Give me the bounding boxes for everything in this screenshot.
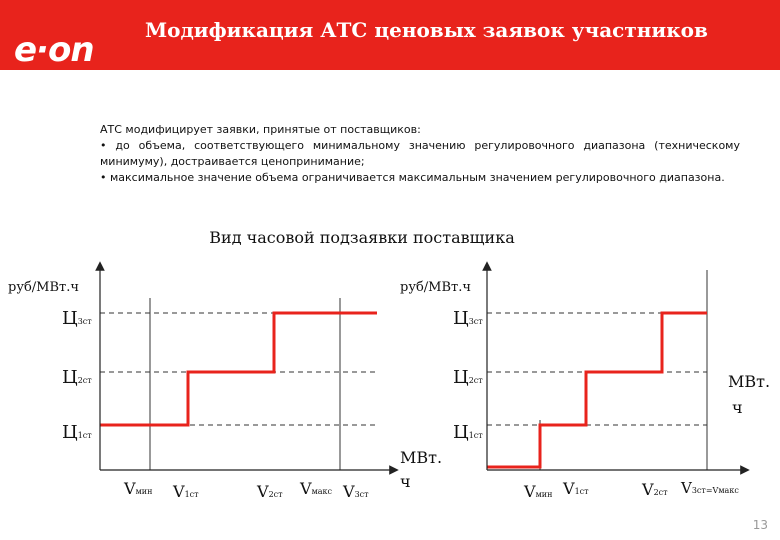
left-volume-vmax-sub: макс <box>312 487 333 496</box>
left-price-label-3: Ц3ст <box>62 308 92 329</box>
header-banner: e·on Модификация АТС ценовых заявок учас… <box>0 0 780 70</box>
left-step-line <box>100 311 377 427</box>
left-volume-v2-sub: 2ст <box>269 490 284 499</box>
left-volume-v3-sub: 3ст <box>355 490 370 499</box>
right-price-label-3-base: Ц <box>453 308 469 329</box>
description-bullet-2: • максимальное значение объема ограничив… <box>100 171 725 184</box>
right-volume-v3-sub: 3ст=Vмакс <box>692 486 739 495</box>
left-volume-label-vmax: Vмакс <box>299 479 333 498</box>
left-price-label-2: Ц2ст <box>62 367 92 388</box>
description-bullet-1: • до объема, соответствующего минимально… <box>100 139 740 168</box>
left-y-axis-label: руб/МВт.ч <box>8 280 79 295</box>
description-block: АТС модифицирует заявки, принятые от пос… <box>100 122 740 186</box>
left-price-label-1: Ц1ст <box>62 422 92 443</box>
right-price-label-3: Ц3ст <box>453 308 483 329</box>
left-price-label-2-sub: 2ст <box>78 376 93 385</box>
left-x-axis-label-1: МВт. <box>400 448 442 467</box>
left-volume-vmin-base: V <box>123 479 136 498</box>
right-volume-label-v2: V2ст <box>641 480 668 499</box>
left-price-label-1-base: Ц <box>62 422 78 443</box>
left-volume-vmax-base: V <box>299 479 312 498</box>
left-price-label-3-base: Ц <box>62 308 78 329</box>
left-volume-label-v1: V1ст <box>172 482 199 501</box>
left-volume-v3-base: V <box>342 482 355 501</box>
diagram-subtitle-text: Вид часовой подзаявки поставщика <box>209 228 515 247</box>
right-volume-v1-sub: 1ст <box>575 487 590 496</box>
right-volume-label-v3: V3ст=Vмакс <box>680 479 739 497</box>
right-price-label-2: Ц2ст <box>453 367 483 388</box>
right-price-label-3-sub: 3ст <box>469 317 484 326</box>
left-volume-label-v3: V3ст <box>342 482 369 501</box>
right-volume-v1-base: V <box>562 479 575 498</box>
page-title: Модификация АТС ценовых заявок участнико… <box>145 18 708 42</box>
left-price-label-2-base: Ц <box>62 367 78 388</box>
right-price-label-1-base: Ц <box>453 422 469 443</box>
description-intro: АТС модифицирует заявки, принятые от пос… <box>100 123 421 136</box>
left-volume-v2-base: V <box>256 482 269 501</box>
right-volume-vmin-base: V <box>523 482 536 501</box>
right-x-axis-label-1: МВт. <box>728 372 770 391</box>
right-chart: руб/МВт.ч Ц3ст Ц2ст Ц1ст Vмин V1ст V2ст … <box>400 261 770 501</box>
right-volume-vmin-sub: мин <box>536 490 553 499</box>
left-x-axis-label-2: ч <box>400 472 411 491</box>
left-volume-v1-sub: 1ст <box>185 490 200 499</box>
right-volume-label-v1: V1ст <box>562 479 589 498</box>
left-price-label-1-sub: 1ст <box>78 431 93 440</box>
left-price-label-3-sub: 3ст <box>78 317 93 326</box>
right-price-label-1: Ц1ст <box>453 422 483 443</box>
right-y-axis-label: руб/МВт.ч <box>400 280 471 295</box>
left-volume-vmin-sub: мин <box>136 487 153 496</box>
eon-logo: e·on <box>14 30 95 70</box>
left-chart: руб/МВт.ч Ц3ст Ц2ст Ц1ст Vмин V1ст V2ст … <box>8 261 442 501</box>
right-x-axis-label-2: ч <box>732 398 743 417</box>
right-volume-v3-base: V <box>680 479 693 497</box>
right-price-label-2-sub: 2ст <box>469 376 484 385</box>
left-volume-v1-base: V <box>172 482 185 501</box>
right-volume-label-vmin: Vмин <box>523 482 552 501</box>
left-volume-label-vmin: Vмин <box>123 479 152 498</box>
right-step-line <box>487 311 707 469</box>
right-price-label-2-base: Ц <box>453 367 469 388</box>
left-volume-label-v2: V2ст <box>256 482 283 501</box>
page-number: 13 <box>752 518 768 532</box>
right-volume-v2-sub: 2ст <box>654 488 669 497</box>
right-volume-v2-base: V <box>641 480 654 499</box>
diagram-subtitle: Вид часовой подзаявки поставщика <box>0 228 780 247</box>
right-price-label-1-sub: 1ст <box>469 431 484 440</box>
